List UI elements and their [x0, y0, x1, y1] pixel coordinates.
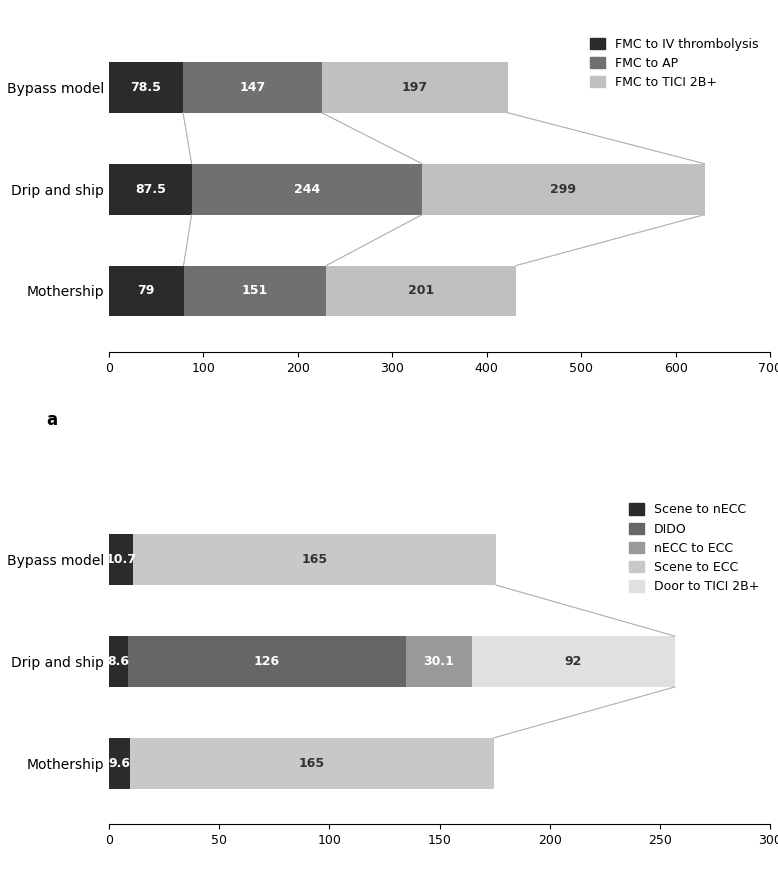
Text: 299: 299: [550, 182, 576, 196]
Text: 151: 151: [242, 284, 268, 297]
Bar: [191, 164, 422, 215]
Text: 165: 165: [301, 553, 328, 567]
Bar: [472, 636, 675, 687]
Text: 10.7: 10.7: [105, 553, 136, 567]
Bar: [422, 164, 705, 215]
Polygon shape: [322, 113, 422, 164]
Bar: [109, 164, 191, 215]
Bar: [405, 636, 472, 687]
Text: 197: 197: [402, 81, 428, 94]
Bar: [109, 266, 184, 317]
Polygon shape: [183, 113, 191, 164]
Text: 147: 147: [240, 81, 265, 94]
Text: 92: 92: [565, 655, 582, 668]
Bar: [184, 266, 326, 317]
Legend: FMC to IV thrombolysis, FMC to AP, FMC to TICI 2B+: FMC to IV thrombolysis, FMC to AP, FMC t…: [586, 32, 764, 94]
Text: 244: 244: [294, 182, 320, 196]
Text: 78.5: 78.5: [131, 81, 162, 94]
Bar: [326, 266, 516, 317]
Polygon shape: [516, 215, 705, 266]
Polygon shape: [184, 215, 191, 266]
Bar: [109, 738, 130, 788]
Text: 126: 126: [254, 655, 280, 668]
Bar: [130, 738, 494, 788]
Bar: [128, 636, 405, 687]
Legend: Scene to nECC, DIDO, nECC to ECC, Scene to ECC, Door to TICI 2B+: Scene to nECC, DIDO, nECC to ECC, Scene …: [624, 498, 764, 598]
Bar: [109, 62, 183, 113]
Bar: [322, 62, 508, 113]
Bar: [109, 636, 128, 687]
Bar: [109, 534, 132, 585]
Text: 79: 79: [138, 284, 155, 297]
Bar: [183, 62, 322, 113]
Text: 201: 201: [408, 284, 434, 297]
Polygon shape: [496, 585, 675, 636]
Text: 8.6: 8.6: [107, 655, 129, 668]
Text: a: a: [46, 410, 58, 429]
Text: 87.5: 87.5: [135, 182, 166, 196]
Polygon shape: [326, 215, 422, 266]
Bar: [132, 534, 496, 585]
Text: 9.6: 9.6: [108, 757, 131, 770]
Polygon shape: [508, 113, 705, 164]
Text: 30.1: 30.1: [423, 655, 454, 668]
Polygon shape: [494, 687, 675, 738]
Text: 165: 165: [299, 757, 325, 770]
